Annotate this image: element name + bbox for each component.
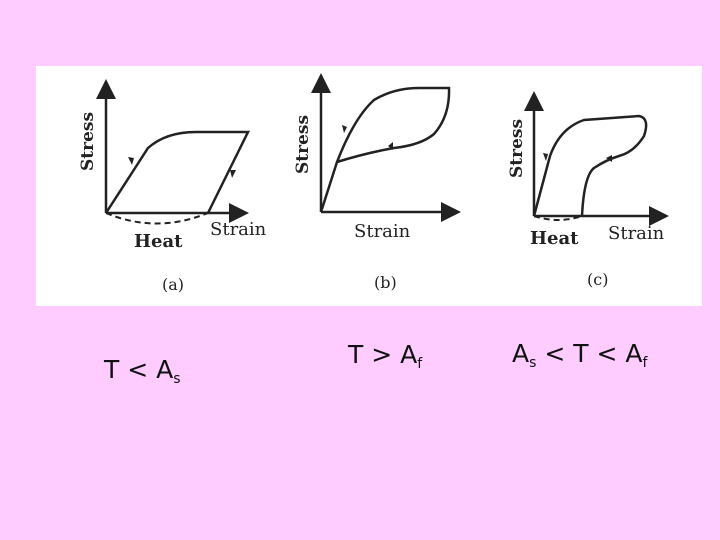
condition-b-label: T > Af: [348, 340, 422, 372]
panel-b-ylabel: Stress: [293, 115, 313, 174]
panel-c-heat-path: [533, 215, 583, 221]
panel-c-tag: (c): [587, 270, 608, 289]
condition-c-main: < T < A: [536, 339, 643, 368]
condition-a-sub: s: [173, 371, 181, 387]
condition-b-main: T > A: [348, 340, 418, 369]
panel-b-loop: [319, 86, 451, 213]
condition-a-main: T < A: [104, 355, 174, 384]
panel-a: Stress Strain Heat (a): [78, 79, 267, 294]
condition-c-label: As < T < Af: [512, 339, 647, 371]
panel-b-arrow-left: [388, 142, 393, 150]
panel-c-ylabel: Stress: [507, 119, 527, 178]
panel-a-ylabel: Stress: [78, 112, 98, 171]
panel-c-heat-label: Heat: [530, 228, 579, 249]
panel-c-loop: [532, 114, 648, 217]
stress-strain-figure: Stress Strain Heat (a) Stress Strain (b)…: [36, 66, 702, 306]
condition-b-sub: f: [417, 356, 423, 372]
panel-b: Stress Strain (b): [293, 73, 461, 292]
panel-c-arrow-left: [606, 155, 612, 162]
panel-c-xlabel: Strain: [608, 223, 665, 244]
condition-c-sub: f: [642, 355, 648, 371]
condition-c-pre-sub: s: [529, 355, 537, 371]
condition-a-label: T < As: [104, 355, 181, 387]
panel-a-tag: (a): [162, 275, 184, 294]
panel-a-heat-label: Heat: [134, 231, 183, 252]
panel-a-arrow-up: [128, 157, 134, 165]
panel-a-arrow-down: [230, 170, 236, 178]
panel-a-xlabel: Strain: [210, 219, 267, 240]
panel-c-arrow-up: [543, 153, 548, 161]
condition-c-pre: A: [512, 339, 530, 368]
panel-c: Stress Strain Heat (c): [507, 91, 669, 289]
panel-b-arrow-up: [342, 125, 347, 133]
panel-a-hysteresis-loop: [104, 130, 251, 214]
panel-a-heat-path: [105, 212, 209, 225]
panel-b-xlabel: Strain: [354, 221, 411, 242]
stress-strain-diagrams: Stress Strain Heat (a) Stress Strain (b)…: [78, 73, 669, 294]
panel-b-tag: (b): [374, 273, 397, 292]
